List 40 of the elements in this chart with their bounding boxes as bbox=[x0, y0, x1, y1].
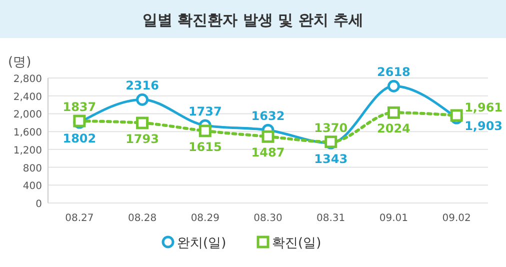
y-tick-label: 400 bbox=[22, 181, 42, 192]
point bbox=[262, 130, 274, 143]
x-tick-label: 09.01 bbox=[379, 213, 408, 224]
data-label: 1,903 bbox=[464, 119, 503, 134]
chart-title: 일별 확진환자 발생 및 완치 추세 bbox=[142, 11, 364, 29]
data-label: 1,961 bbox=[464, 100, 503, 114]
y-tick-label: 2,000 bbox=[13, 110, 42, 121]
data-label: 1370 bbox=[314, 120, 348, 135]
legend-label: 확진(일) bbox=[272, 236, 322, 251]
data-label: 1837 bbox=[62, 100, 96, 114]
y-tick-label: 1,600 bbox=[13, 128, 42, 139]
y-tick-label: 800 bbox=[22, 163, 42, 174]
data-label: 1487 bbox=[251, 146, 285, 160]
x-tick-label: 09.02 bbox=[442, 213, 471, 224]
y-axis-title: (명) bbox=[8, 55, 32, 70]
x-tick-label: 08.30 bbox=[254, 213, 282, 224]
point bbox=[136, 116, 149, 130]
legend-label: 완치(일) bbox=[177, 236, 226, 251]
data-label: 1615 bbox=[188, 140, 222, 154]
point bbox=[136, 93, 149, 106]
point bbox=[387, 80, 400, 92]
y-tick-label: 0 bbox=[36, 199, 42, 210]
x-tick-label: 08.27 bbox=[65, 213, 94, 224]
data-label: 2316 bbox=[126, 78, 159, 93]
x-tick-label: 08.29 bbox=[190, 213, 220, 224]
y-tick-label: 1,200 bbox=[13, 145, 42, 156]
point bbox=[198, 124, 212, 138]
point bbox=[387, 106, 400, 119]
y-tick-label: 2,400 bbox=[13, 92, 42, 103]
data-label: 1793 bbox=[126, 132, 159, 146]
data-label: 1632 bbox=[251, 109, 285, 124]
x-tick-label: 08.31 bbox=[316, 213, 346, 224]
y-tick-label: 2,800 bbox=[13, 74, 42, 85]
data-label: 2024 bbox=[377, 122, 410, 136]
data-label: 1343 bbox=[314, 152, 348, 166]
point bbox=[450, 109, 463, 122]
x-tick-label: 08.28 bbox=[128, 213, 157, 224]
data-label: 1737 bbox=[188, 104, 222, 118]
data-label: 1802 bbox=[62, 132, 96, 146]
data-label: 2618 bbox=[377, 65, 410, 80]
